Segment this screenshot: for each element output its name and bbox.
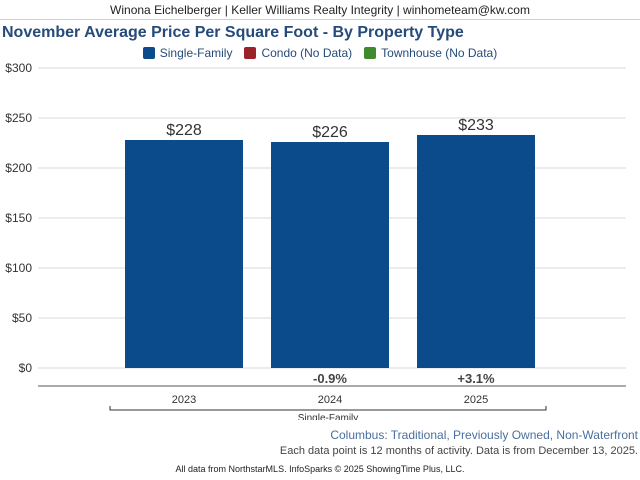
x-tick-label-2024: 2024 (318, 394, 342, 406)
chart-legend: Single-Family Condo (No Data) Townhouse … (0, 45, 640, 61)
group-label: Single-Family (298, 413, 359, 420)
data-footer: All data from NorthstarMLS. InfoSparks ©… (175, 464, 465, 474)
legend-swatch-condo (244, 47, 257, 59)
agent-header-text: Winona Eichelberger | Keller Williams Re… (110, 3, 530, 17)
legend-item-townhouse[interactable]: Townhouse (No Data) (364, 45, 497, 61)
bar-2023 (125, 140, 243, 368)
bar-2024 (271, 142, 389, 368)
bar-value-label-2023: $228 (166, 122, 202, 139)
x-tick-label-2025: 2025 (464, 394, 488, 406)
y-tick-label-2: $100 (5, 261, 32, 275)
y-tick-label-3: $150 (5, 211, 32, 225)
x-tick-label-2023: 2023 (172, 394, 196, 406)
agent-header: Winona Eichelberger | Keller Williams Re… (0, 0, 640, 20)
y-tick-label-1: $50 (12, 311, 32, 325)
y-tick-label-4: $200 (5, 161, 32, 175)
legend-swatch-townhouse (364, 47, 377, 59)
bar-2025 (417, 135, 535, 368)
change-label-2025: +3.1% (457, 371, 495, 386)
chart-subtitle: Columbus: Traditional, Previously Owned,… (330, 428, 638, 442)
legend-item-single-family[interactable]: Single-Family (142, 45, 233, 61)
data-note: Each data point is 12 months of activity… (279, 445, 638, 457)
bar-chart: $0 $50 $100 $150 $200 $250 $300 $228 2023 $226 -0.… (5, 61, 626, 420)
y-tick-label-6: $300 (5, 61, 32, 75)
legend-item-condo[interactable]: Condo (No Data) (244, 45, 352, 61)
legend-swatch-single-family (142, 47, 155, 59)
y-tick-label-5: $250 (5, 111, 32, 125)
legend-label-townhouse: Townhouse (No Data) (381, 46, 498, 60)
group-bracket (109, 406, 547, 411)
bar-value-label-2025: $233 (458, 117, 494, 134)
legend-label-condo: Condo (No Data) (261, 46, 353, 60)
legend-label-single-family: Single-Family (159, 46, 233, 60)
bar-value-label-2024: $226 (312, 124, 348, 141)
chart-title: November Average Price Per Square Foot -… (2, 24, 464, 41)
y-tick-label-0: $0 (19, 361, 33, 375)
change-label-2024: -0.9% (313, 371, 347, 386)
